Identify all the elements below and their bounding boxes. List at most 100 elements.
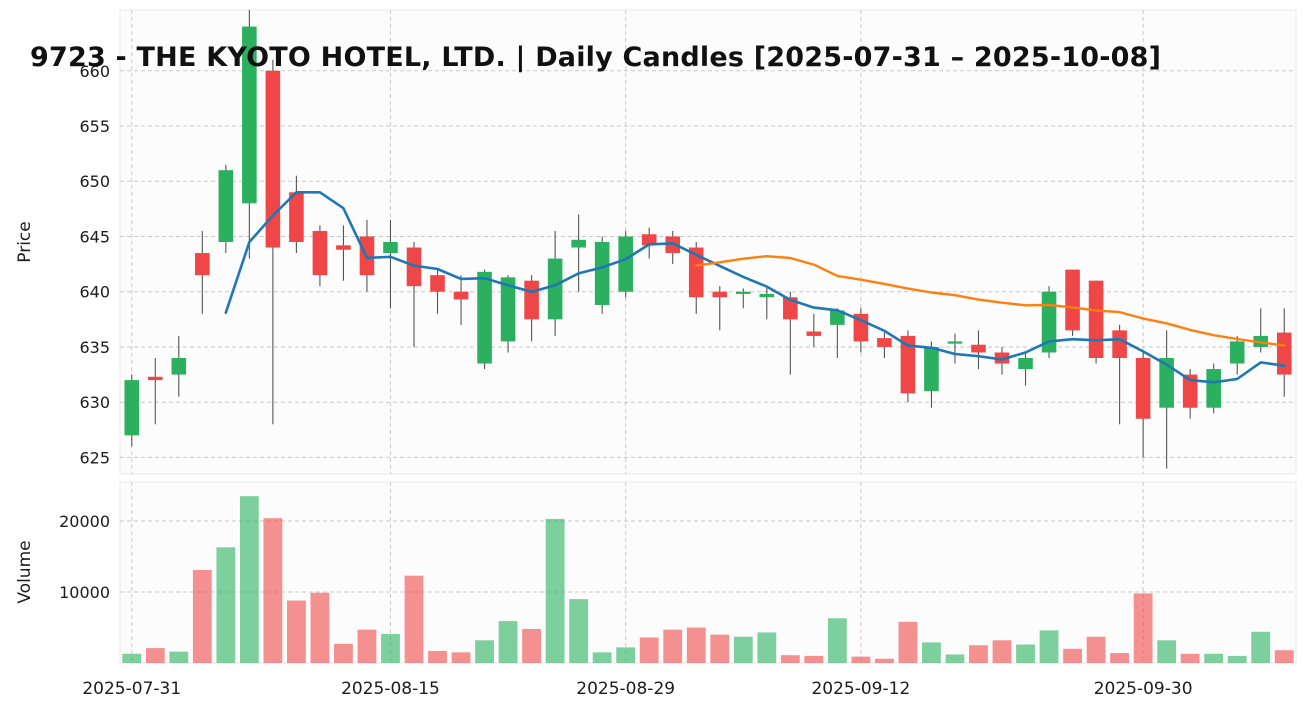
volume-bar	[992, 640, 1012, 663]
volume-bar	[1133, 593, 1153, 663]
candle-body	[547, 258, 563, 320]
volume-bar	[733, 636, 753, 663]
volume-bar	[522, 628, 542, 663]
candle-body	[641, 234, 657, 246]
candle-body	[712, 291, 728, 298]
x-tick-label: 2025-08-15	[341, 679, 440, 699]
volume-bar	[1227, 655, 1247, 663]
volume-bar	[945, 654, 965, 663]
price-tick-label: 645	[79, 227, 110, 246]
volume-bar	[1180, 653, 1200, 663]
x-tick-label: 2025-07-31	[82, 679, 181, 699]
price-tick-label: 640	[79, 283, 110, 302]
volume-bar	[1016, 644, 1035, 663]
volume-bar	[1274, 650, 1294, 663]
ma-short-line	[224, 191, 1286, 384]
candle-body	[830, 310, 845, 325]
candle-body	[900, 335, 916, 394]
candle-body	[289, 192, 304, 242]
volume-bar	[569, 599, 589, 663]
volume-bar	[616, 647, 636, 663]
candle-body	[735, 291, 751, 294]
volume-tick-label: 10000	[59, 583, 110, 602]
candle-body	[1041, 291, 1057, 353]
volume-tick-label: 20000	[59, 512, 110, 531]
price-tick-label: 655	[79, 117, 110, 136]
volume-bar	[1063, 648, 1082, 663]
volume-bar	[1204, 653, 1224, 663]
volume-bar	[1086, 636, 1106, 663]
candle-body	[430, 275, 445, 292]
candle-body	[947, 341, 963, 344]
candle-body	[1206, 369, 1221, 408]
price-tick-label: 635	[79, 338, 110, 357]
candle-body	[1182, 374, 1198, 408]
candle-body	[336, 245, 351, 250]
volume-bar	[922, 642, 941, 663]
candle-body	[242, 26, 257, 204]
volume-bar	[1110, 653, 1130, 663]
candle-body	[1276, 332, 1292, 375]
volume-bar	[710, 634, 730, 663]
volume-bar	[663, 629, 683, 663]
candle-body	[618, 236, 633, 292]
volume-bar	[475, 640, 494, 663]
ma-long-line	[695, 255, 1286, 347]
volume-bar	[592, 652, 612, 663]
candle-body	[147, 376, 163, 381]
candle-body	[383, 242, 398, 254]
volume-bar	[1251, 631, 1271, 663]
candle-body	[1229, 341, 1245, 364]
candle-body	[1159, 358, 1174, 408]
volume-bar	[192, 570, 212, 663]
candle-body	[1088, 280, 1104, 358]
candle-body	[453, 291, 469, 300]
candle-body	[312, 230, 328, 276]
volume-bar	[286, 600, 306, 663]
candle-body	[124, 380, 140, 436]
chart-title: 9723 - THE KYOTO HOTEL, LTD. | Daily Can…	[30, 42, 1162, 73]
price-tick-label: 625	[79, 448, 110, 467]
candle-body	[1135, 358, 1151, 419]
volume-bar	[874, 658, 894, 663]
volume-bar	[404, 575, 424, 663]
volume-bar	[381, 633, 400, 663]
x-tick-label: 2025-09-30	[1094, 679, 1193, 699]
volume-bar	[451, 652, 471, 663]
volume-bar	[804, 655, 824, 663]
volume-bar	[122, 653, 142, 663]
candle-body	[218, 170, 234, 242]
volume-bar	[757, 632, 777, 663]
candle-body	[171, 358, 187, 375]
candle-body	[806, 331, 822, 336]
volume-bar	[969, 645, 988, 663]
price-tick-label: 630	[79, 393, 110, 412]
price-tick-label: 650	[79, 172, 110, 191]
candle-body	[665, 236, 681, 254]
volume-bar	[239, 496, 259, 663]
volume-bar	[263, 518, 283, 663]
candle-body	[1065, 269, 1080, 331]
candle-body	[1112, 330, 1127, 358]
volume-bar	[851, 656, 871, 663]
candle-body	[500, 277, 516, 342]
volume-bar	[310, 592, 330, 663]
volume-bar	[169, 651, 189, 663]
price-tick-label: 660	[79, 62, 110, 81]
x-tick-label: 2025-08-29	[576, 679, 675, 699]
candle-body	[971, 344, 986, 353]
candle-body	[1018, 358, 1033, 370]
volume-bar	[334, 643, 353, 663]
volume-axis-label: Volume	[15, 540, 35, 604]
volume-bar	[686, 627, 706, 663]
volume-bar	[827, 618, 847, 663]
candle-body	[924, 346, 939, 392]
candle-body	[265, 70, 281, 248]
candle-body	[524, 280, 539, 320]
candle-body	[688, 247, 704, 298]
volume-bar	[428, 650, 447, 663]
volume-bar	[898, 621, 918, 663]
volume-bar	[545, 518, 565, 663]
